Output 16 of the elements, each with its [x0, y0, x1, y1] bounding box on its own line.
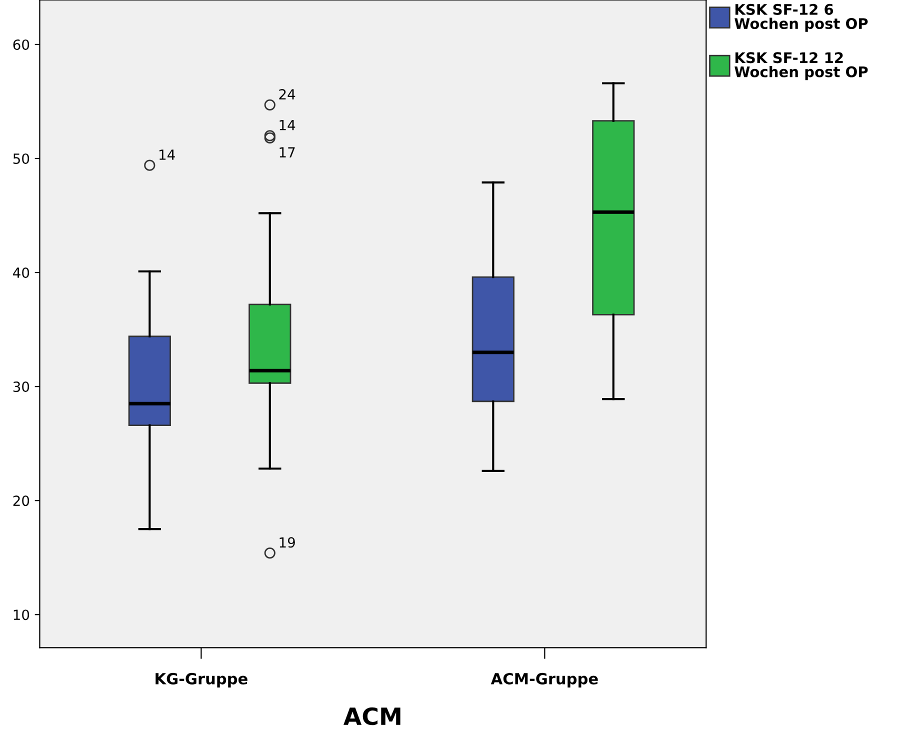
y-tick-label: 30 [13, 382, 30, 392]
y-tick-label: 20 [13, 496, 30, 506]
annotation: 19 [280, 537, 295, 548]
x-tick-label: KG-Gruppe [156, 672, 248, 688]
x-tick-label: ACM-Gruppe [490, 672, 598, 688]
y-tick-label: 10 [14, 610, 30, 620]
annotation: 17 [280, 147, 295, 158]
annotation: 14 [280, 120, 296, 130]
annotation: 14 [160, 150, 175, 160]
y-tick-label: 50 [13, 153, 30, 164]
legend-label: KSK SF-12 6 Wochen post OP [734, 4, 868, 32]
y-tick-label: 60 [13, 39, 30, 50]
y-tick-label: 40 [13, 267, 30, 278]
x-axis-title: ACM [344, 707, 400, 726]
annotation: 24 [279, 89, 296, 100]
legend-label: KSK SF-12 12 Wochen post OP [734, 52, 868, 80]
